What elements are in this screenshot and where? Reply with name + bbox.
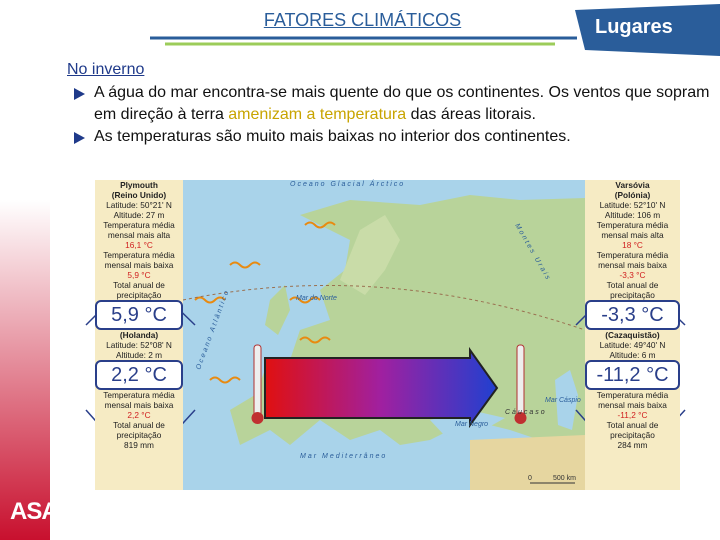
station-max: 18 °C	[622, 240, 643, 250]
station-min: 5,9 °C	[127, 270, 151, 280]
station-precip-label: Total anual de precipitação	[606, 280, 659, 300]
title: FATORES CLIMÁTICOS	[263, 10, 462, 30]
station-altitude: Altitude: 2 m	[115, 350, 163, 360]
zoom-temperature: -11,2 °C	[585, 360, 680, 390]
map-label: Cáucaso	[505, 409, 547, 416]
section-heading: No inverno	[67, 61, 145, 78]
tab-shape	[575, 4, 720, 56]
station-min-label: Temperatura média mensal mais baixa	[103, 390, 175, 410]
station-min: -3,3 °C	[619, 270, 646, 280]
station-country: (Cazaquistão)	[605, 330, 660, 340]
station-min-label: Temperatura média mensal mais baixa	[596, 390, 669, 410]
zoom-temperature: -3,3 °C	[585, 300, 680, 330]
station-latitude: Latitude: 49°40' N	[599, 340, 666, 350]
station-latitude: Latitude: 52°10' N	[599, 200, 666, 210]
scale-label: 500 km	[553, 475, 576, 482]
station-country: (Reino Unido)	[111, 190, 167, 200]
station-max-label: Temperatura média mensal mais alta	[103, 220, 175, 240]
logo: ASA	[10, 498, 59, 525]
bullet-text: A água do mar encontra-se mais quente do…	[94, 84, 710, 123]
thermometer-bulb	[251, 412, 264, 424]
thermometer-bulb	[514, 412, 527, 424]
station-min-label: Temperatura média mensal mais baixa	[596, 250, 669, 270]
map-label: Mar Mediterrâneo	[300, 453, 387, 460]
zoom-temperature: 5,9 °C	[95, 300, 183, 330]
caspian-sea	[555, 370, 578, 430]
map-label: Mar do Norte	[296, 295, 337, 302]
bullet-list: A água do mar encontra-se mais quente do…	[72, 82, 712, 148]
station-precip-label: Total anual de precipitação	[606, 420, 659, 440]
station-min: -11,2 °C	[617, 410, 648, 420]
station-country: (Holanda)	[119, 330, 159, 340]
station-name: Varsóvia	[615, 180, 650, 190]
station-precip: 819 mm	[124, 440, 154, 450]
thermometer	[253, 344, 262, 421]
station-min: 2,2 °C	[127, 410, 151, 420]
station-precip-label: Total anual de precipitação	[113, 420, 165, 440]
station-altitude: Altitude: 106 m	[604, 210, 661, 220]
station-precip: 284 mm	[617, 440, 648, 450]
britain	[265, 285, 290, 335]
station-max-label: Temperatura média mensal mais alta	[596, 220, 669, 240]
temperature-arrow	[264, 346, 499, 429]
map-label: Mar Cáspio	[545, 397, 581, 404]
station-name: Plymouth	[120, 180, 158, 190]
map-label: Mar Negro	[455, 421, 488, 428]
wind-arrows	[194, 221, 336, 384]
map-label: Oceano Glacial Árctico	[290, 179, 405, 188]
zoom-temperature: 2,2 °C	[95, 360, 183, 390]
scale-label: 0	[528, 475, 532, 482]
tab-label: Lugares	[595, 16, 673, 38]
station-latitude: Latitude: 52°08' N	[106, 340, 172, 350]
highlight-text: amenizam a temperatura	[228, 106, 407, 123]
desert	[470, 435, 585, 490]
station-max: 16,1 °C	[125, 240, 153, 250]
bullet-text: As temperaturas são muito mais baixas no…	[94, 128, 571, 145]
station-latitude: Latitude: 50°21' N	[106, 200, 172, 210]
bullet-marker	[74, 88, 85, 100]
bullet-marker	[74, 132, 85, 144]
station-altitude: Altitude: 6 m	[609, 350, 656, 360]
side-strip	[0, 200, 50, 540]
station-min-label: Temperatura média mensal mais baixa	[103, 250, 175, 270]
station-precip-label: Total anual de precipitação	[113, 280, 165, 300]
station-altitude: Altitude: 27 m	[113, 210, 165, 220]
bullet: As temperaturas são muito mais baixas no…	[72, 126, 712, 148]
parallel	[182, 284, 586, 331]
scandinavia	[340, 215, 400, 295]
station-country: (Polónia)	[614, 190, 651, 200]
station-panel: Varsóvia (Polónia) Latitude: 52°10' N Altit…	[585, 180, 680, 490]
bullet-text: das áreas litorais.	[406, 106, 536, 123]
bullet: A água do mar encontra-se mais quente do…	[72, 82, 712, 126]
